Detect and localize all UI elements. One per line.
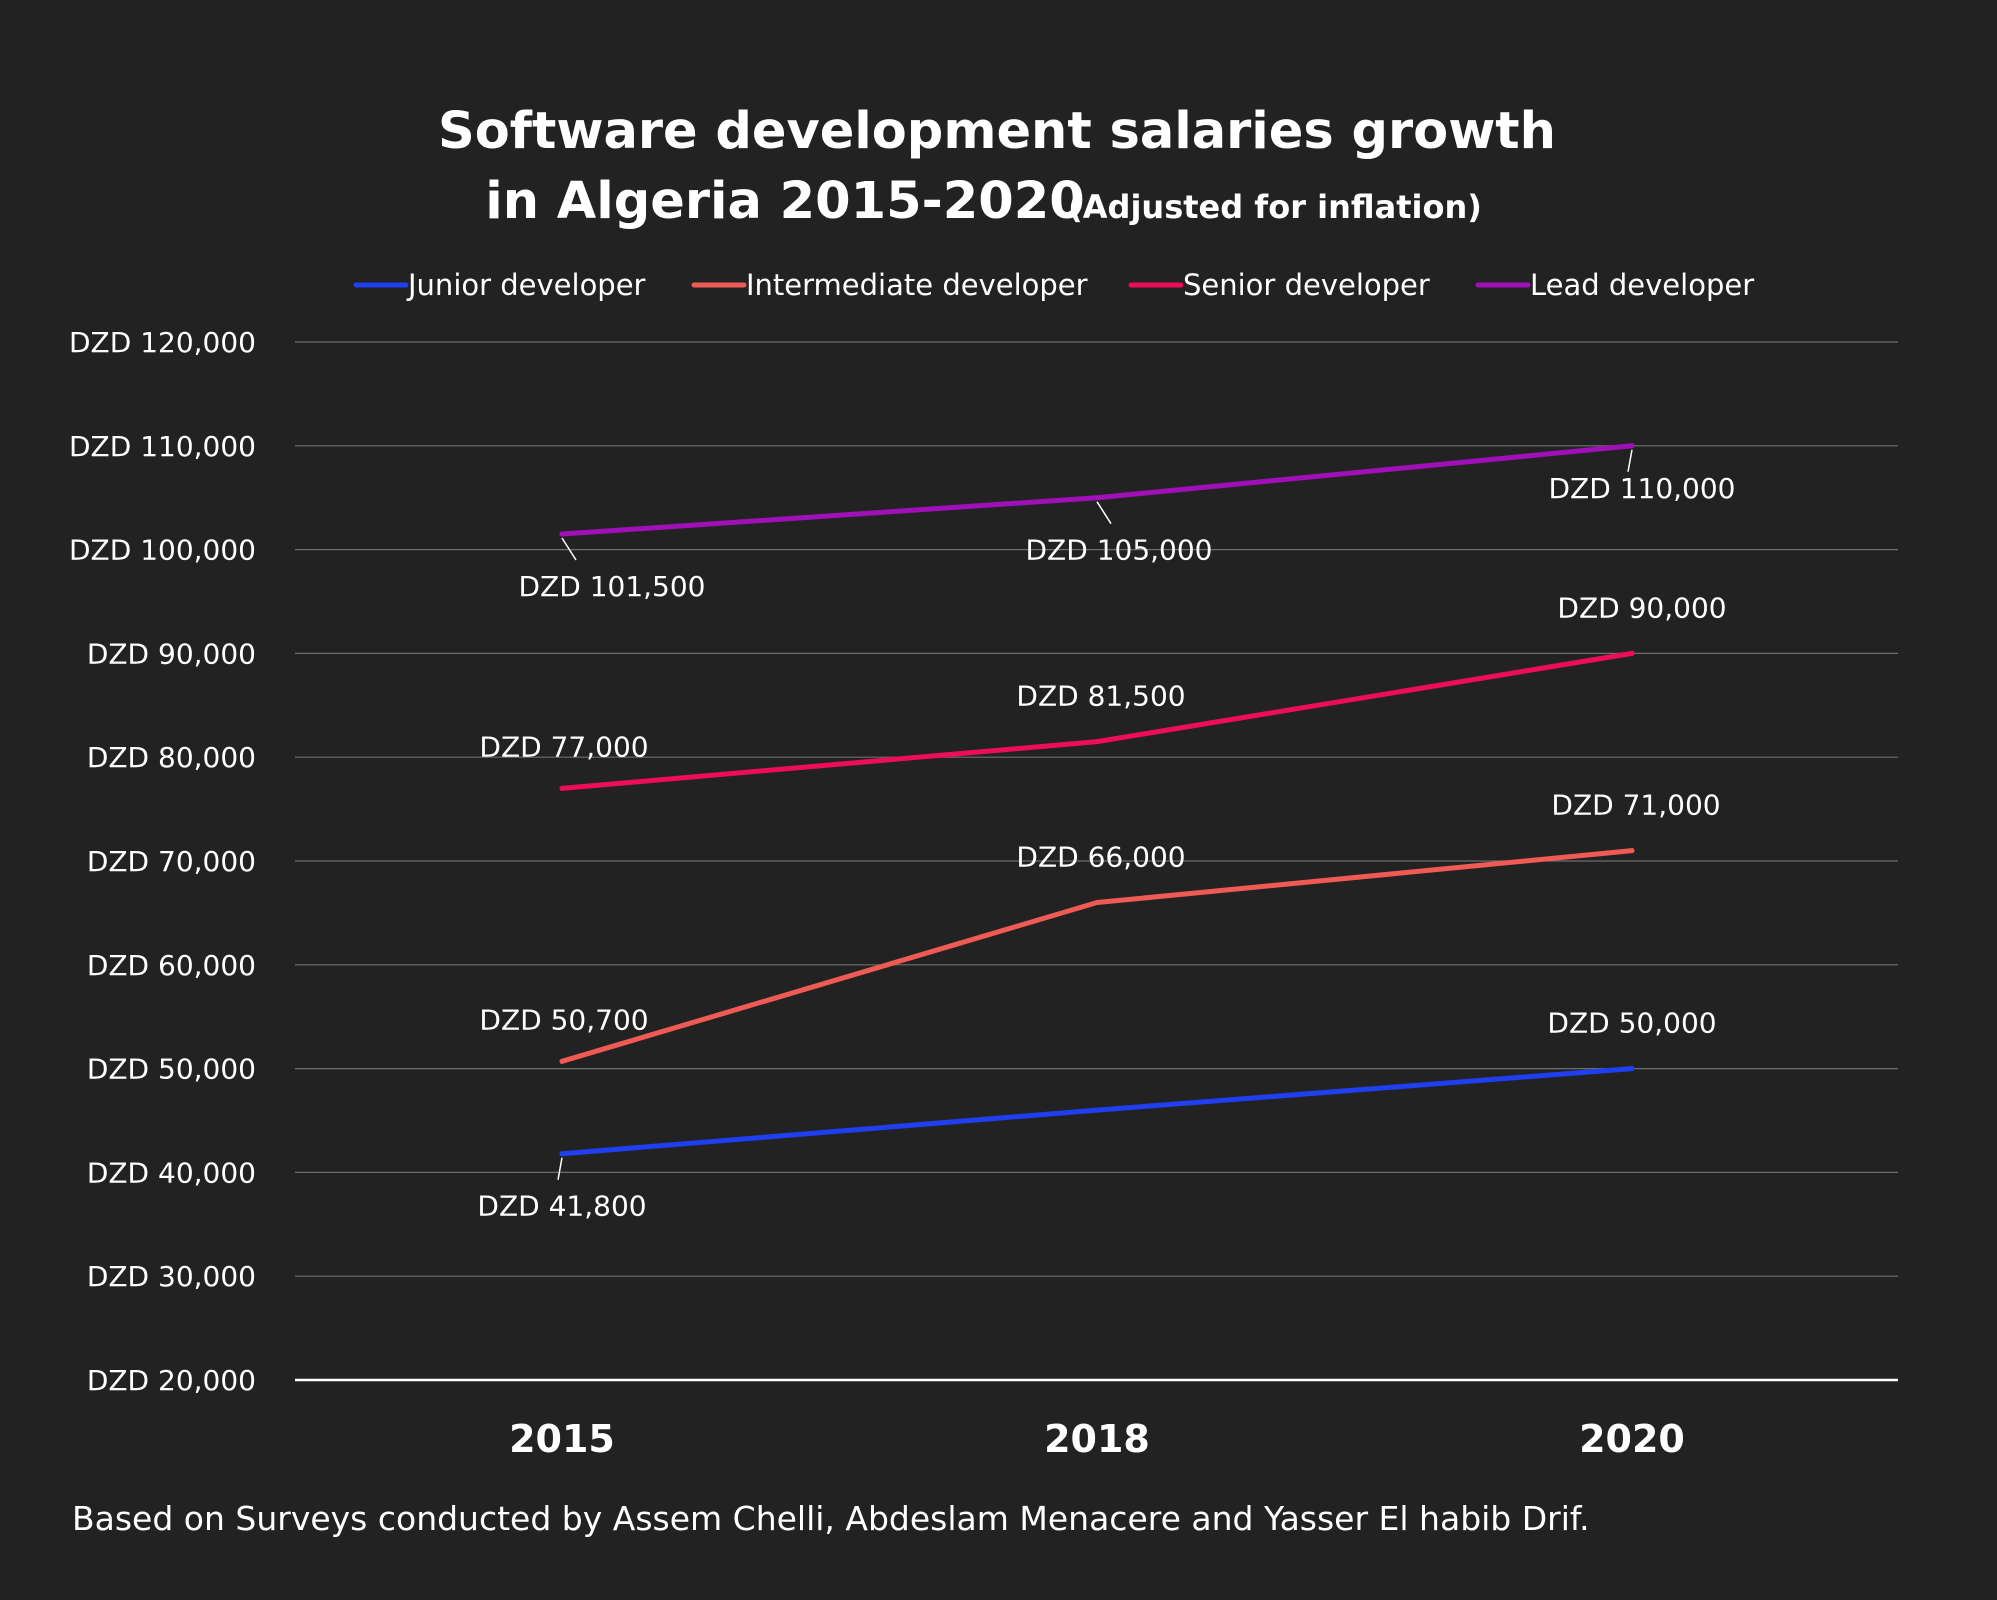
data-point — [1094, 495, 1100, 501]
data-label: DZD 66,000 — [1016, 841, 1185, 874]
y-tick-label: DZD 30,000 — [87, 1260, 256, 1293]
label-leader — [561, 537, 577, 561]
series-line — [559, 650, 1635, 791]
data-label: DZD 105,000 — [1026, 534, 1213, 567]
legend-label: Junior developer — [406, 268, 646, 302]
y-tick-label: DZD 120,000 — [69, 326, 256, 359]
data-point — [1629, 443, 1635, 449]
chart-subtitle: (Adjusted for inflation) — [1068, 188, 1482, 226]
series-line — [559, 848, 1635, 1064]
y-tick-label: DZD 90,000 — [87, 637, 256, 670]
data-point — [559, 1058, 565, 1064]
data-label: DZD 81,500 — [1016, 680, 1185, 713]
series-line — [559, 443, 1635, 537]
data-label: DZD 101,500 — [519, 570, 706, 603]
y-tick-label: DZD 50,000 — [87, 1053, 256, 1086]
label-leader — [1096, 501, 1112, 525]
data-point — [1094, 739, 1100, 745]
data-point — [559, 785, 565, 791]
x-tick-label: 2015 — [509, 1417, 615, 1461]
x-tick-label: 2020 — [1579, 1417, 1685, 1461]
label-leader — [1627, 449, 1633, 472]
legend-label: Intermediate developer — [746, 268, 1088, 302]
data-point — [1094, 900, 1100, 906]
legend-label: Senior developer — [1183, 268, 1430, 302]
data-label: DZD 77,000 — [479, 730, 648, 763]
data-label: DZD 50,000 — [1547, 1007, 1716, 1040]
data-point — [1629, 1066, 1635, 1072]
legend: Junior developer Intermediate developer Se… — [353, 268, 1754, 302]
data-label: DZD 110,000 — [1549, 472, 1736, 505]
label-leader — [557, 1157, 563, 1180]
chart-title-line1: Software development salaries growth — [438, 102, 1556, 161]
y-tick-label: DZD 80,000 — [87, 741, 256, 774]
x-tick-label: 2018 — [1044, 1417, 1150, 1461]
y-tick-label: DZD 60,000 — [87, 949, 256, 982]
data-label: DZD 71,000 — [1551, 789, 1720, 822]
x-axis: 2015 2018 2020 — [509, 1417, 1685, 1461]
data-labels: DZD 41,800 DZD 50,000 DZD 50,700 DZD 66,000… — [477, 449, 1736, 1223]
y-tick-label: DZD 110,000 — [69, 430, 256, 463]
data-point — [559, 1151, 565, 1157]
source-note: Based on Surveys conducted by Assem Chel… — [72, 1499, 1590, 1538]
y-axis: DZD 20,000 DZD 30,000 DZD 40,000 DZD 50,000… — [69, 326, 256, 1397]
legend-label: Lead developer — [1530, 268, 1754, 302]
y-tick-label: DZD 70,000 — [87, 845, 256, 878]
data-point — [559, 531, 565, 537]
data-point — [1629, 650, 1635, 656]
data-label: DZD 90,000 — [1557, 591, 1726, 624]
data-point — [1629, 848, 1635, 854]
data-point — [1094, 1107, 1100, 1113]
data-label: DZD 41,800 — [477, 1190, 646, 1223]
chart-title-line2: in Algeria 2015-2020 — [485, 172, 1084, 231]
series-group — [559, 443, 1635, 1157]
y-tick-label: DZD 20,000 — [87, 1364, 256, 1397]
data-label: DZD 50,700 — [479, 1003, 648, 1036]
y-tick-label: DZD 100,000 — [69, 534, 256, 567]
y-tick-label: DZD 40,000 — [87, 1156, 256, 1189]
